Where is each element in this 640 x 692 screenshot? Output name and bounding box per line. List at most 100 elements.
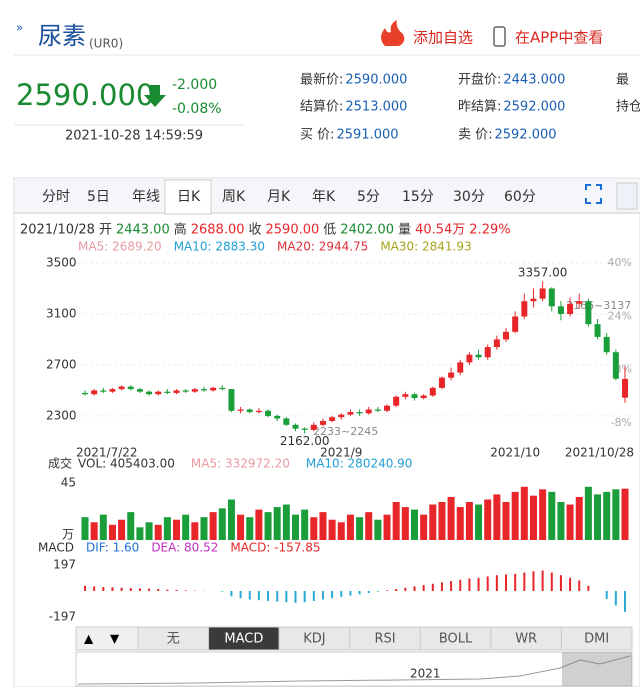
volume-bar [465,502,473,540]
candle-body [503,331,510,340]
y2-tick-label: -8% [611,416,632,429]
candle-body [219,387,226,390]
volume-legend: MA10: 280240.90 [306,457,413,471]
ma-legend: MA20: 2944.75 [277,240,368,254]
indicator-tab-label[interactable]: WR [515,632,537,647]
day-info: 2021/10/28 [20,223,95,238]
volume-bar [584,486,592,540]
tab[interactable]: 60分 [504,189,536,205]
volume-bar [301,509,309,540]
candle-body [448,372,455,378]
macd-legend: MACD: -157.85 [230,541,320,555]
candle-body [493,339,500,348]
volume-bar [594,494,602,540]
volume-unit: 万 [62,528,74,542]
volume-bar [365,512,373,540]
macd-legend: DEA: 80.52 [151,541,218,555]
volume-bar [81,517,89,540]
tab[interactable]: 周K [222,189,246,205]
volume-bar [209,512,217,540]
indicator-tab-label[interactable]: DMI [584,632,609,647]
indicator-tab-label[interactable]: KDJ [303,632,325,647]
tab[interactable]: 15分 [402,189,434,205]
indicator-tab[interactable] [560,626,633,651]
candle-body [484,347,491,358]
tab-active[interactable] [164,179,212,215]
navigator-window[interactable] [562,652,632,686]
candle-body [82,392,88,395]
volume-bar [310,517,318,540]
fullscreen-icon[interactable] [585,184,602,204]
volume-bar [529,495,537,540]
candle-body [228,389,235,411]
navigator-line [77,655,631,685]
open-app[interactable]: 在APP中查看 [515,29,603,47]
phone-icon [493,26,506,47]
volume-bar [557,502,565,540]
indicator-tab-label[interactable]: 无 [167,632,180,647]
info-label: 最新价: [300,72,343,88]
tab[interactable]: 5日 [87,189,110,205]
volume-bar [255,509,263,540]
tab[interactable]: 日K [177,189,201,205]
candle-body [274,415,281,419]
candle-body [612,352,619,379]
candle-body [548,288,555,307]
candle-body [356,412,363,414]
day-info: 2688.00 [191,223,245,238]
tab[interactable]: 30分 [453,189,485,205]
code: (UR0) [89,37,123,51]
candle-body [255,410,262,413]
x-tick-label: 2021/10/28 [565,446,634,460]
y-tick-label: -197 [49,610,76,624]
info-value: 2443.000 [503,73,565,88]
ma-legend: MA10: 2883.30 [174,240,265,254]
candle-body [319,420,326,425]
volume-bar [337,522,345,540]
candle-body [237,409,244,411]
scroll-arrow[interactable]: ▼ [110,632,120,646]
indicator-tab-label[interactable]: RSI [374,632,395,647]
candle-body [191,389,198,392]
candle-body [164,391,171,393]
tab[interactable]: 年线 [132,189,160,205]
scroll-btn[interactable] [616,182,638,210]
candle-body [466,354,473,363]
scroll-arrow[interactable]: ▲ [84,632,94,646]
candle-body [576,301,583,304]
icon: » [16,21,23,35]
tab[interactable]: 分时 [42,189,70,205]
candle-body [603,336,610,353]
y2-tick-label: 40% [608,256,632,269]
candle-body [338,414,345,418]
candle-body [109,389,116,392]
candle-body [539,288,546,299]
candle-body [246,409,253,413]
volume-bar [392,502,400,540]
tab[interactable]: 月K [267,189,291,205]
add-watch[interactable]: 添加自选 [413,29,473,47]
info-label: 开盘价: [458,72,501,88]
volume-bar [603,491,611,540]
tab[interactable]: 年K [312,189,336,205]
volume-legend: VOL: 405403.00 [78,457,175,471]
candle-body [265,410,272,416]
volume-bar [548,491,556,540]
candle-body [530,298,537,302]
indicator-tab-label[interactable]: MACD [224,632,263,647]
y2-tick-label: 24% [608,309,632,322]
volume-bar [520,486,528,540]
volume-bar [319,512,327,540]
volume-bar [136,527,144,540]
candle-body [567,303,574,314]
navigator-label: 2021 [410,667,441,681]
candle-body [365,409,372,414]
volume-bar [292,514,300,540]
volume-legend: MA5: 332972.20 [191,457,290,471]
quote-time: 2021-10-28 14:59:59 [65,129,203,144]
volume-bar [475,504,483,540]
indicator-tab-label[interactable]: BOLL [439,632,473,647]
tab[interactable]: 5分 [357,189,380,205]
candle-body [585,301,592,325]
